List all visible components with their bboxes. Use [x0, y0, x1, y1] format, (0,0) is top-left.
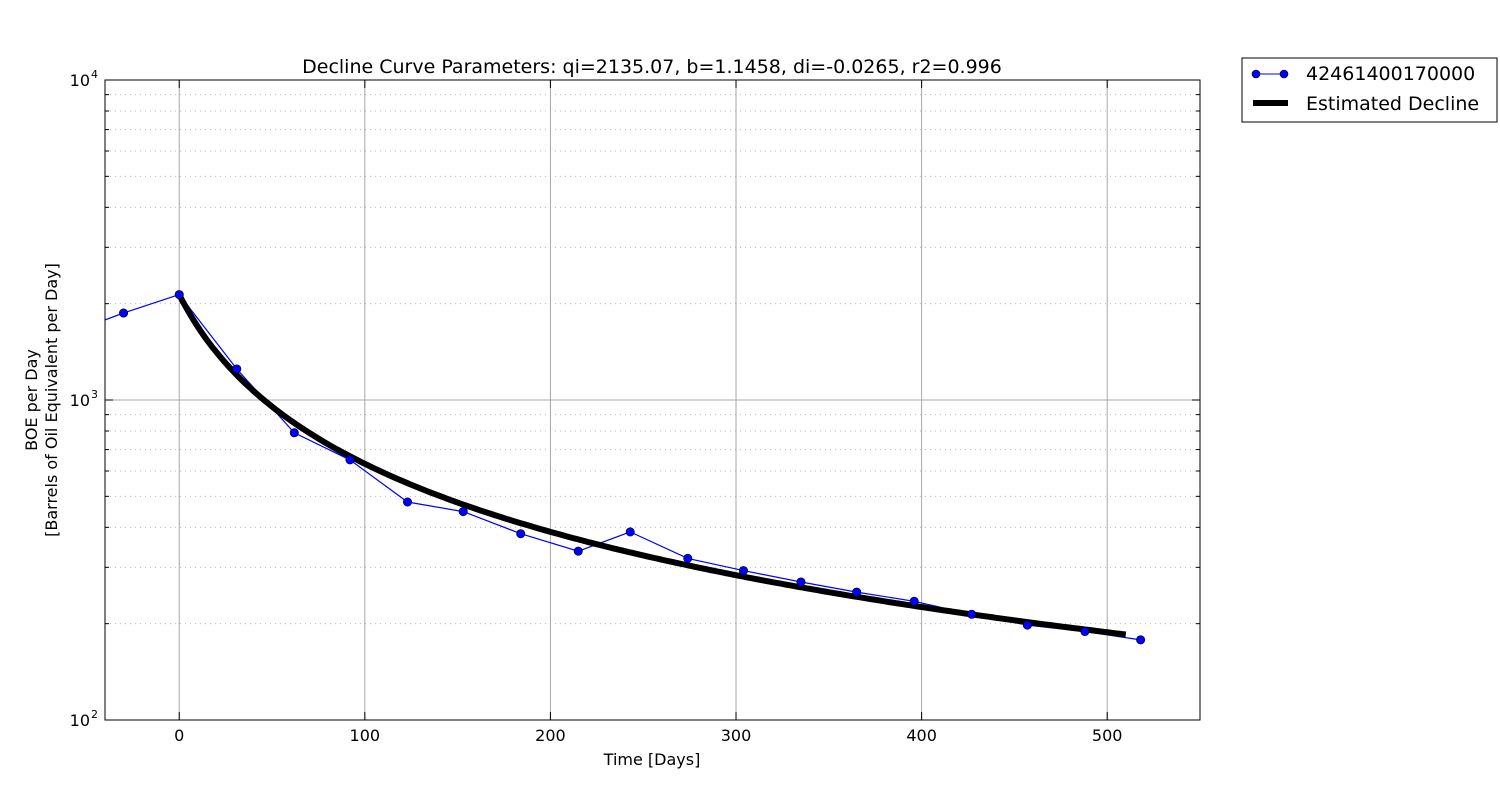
- observed-point: [458, 507, 468, 517]
- y-tick-exponent: 4: [91, 68, 98, 81]
- observed-point: [796, 577, 806, 587]
- observed-point: [174, 290, 184, 300]
- observed-point: [403, 497, 413, 507]
- observed-point: [738, 566, 748, 576]
- legend-marker-observed: [1279, 69, 1289, 79]
- observed-point: [1022, 620, 1032, 630]
- x-tick-label: 200: [535, 726, 566, 745]
- legend-label-observed: 42461400170000: [1306, 63, 1475, 85]
- legend-marker-observed: [1251, 69, 1261, 79]
- observed-point: [516, 529, 526, 539]
- legend: 42461400170000 Estimated Decline: [1241, 57, 1498, 123]
- observed-point: [289, 428, 299, 438]
- y-tick-exponent: 3: [91, 388, 98, 401]
- x-axis-label: Time [Days]: [603, 750, 701, 769]
- y-axis-label-line2: [Barrels of Oil Equivalent per Day]: [42, 263, 61, 537]
- y-tick-exponent: 2: [91, 708, 98, 721]
- x-tick-label: 400: [906, 726, 937, 745]
- x-tick-label: 500: [1092, 726, 1123, 745]
- observed-point: [1080, 627, 1090, 637]
- observed-point: [625, 527, 635, 537]
- y-axis-label-line1: BOE per Day: [22, 349, 41, 451]
- x-tick-label: 300: [721, 726, 752, 745]
- observed-point: [573, 546, 583, 556]
- y-tick-label: 10: [70, 391, 90, 410]
- observed-point: [232, 364, 242, 374]
- observed-point: [909, 596, 919, 606]
- observed-point: [1136, 635, 1146, 645]
- y-tick-label: 10: [70, 71, 90, 90]
- legend-frame: [1241, 57, 1498, 123]
- x-tick-label: 100: [350, 726, 381, 745]
- observed-point: [119, 308, 129, 318]
- axis-ticks: 10 210 310 40 100 200 300 400 500: [70, 68, 1200, 745]
- observed-point: [683, 553, 693, 563]
- observed-point: [852, 587, 862, 597]
- y-tick-label: 10: [70, 711, 90, 730]
- observed-point: [967, 609, 977, 619]
- observed-point: [345, 455, 355, 465]
- legend-label-estimated: Estimated Decline: [1306, 93, 1479, 115]
- x-tick-label: 0: [174, 726, 184, 745]
- chart-title: Decline Curve Parameters: qi=2135.07, b=…: [302, 56, 1002, 78]
- series-layer: [105, 290, 1146, 645]
